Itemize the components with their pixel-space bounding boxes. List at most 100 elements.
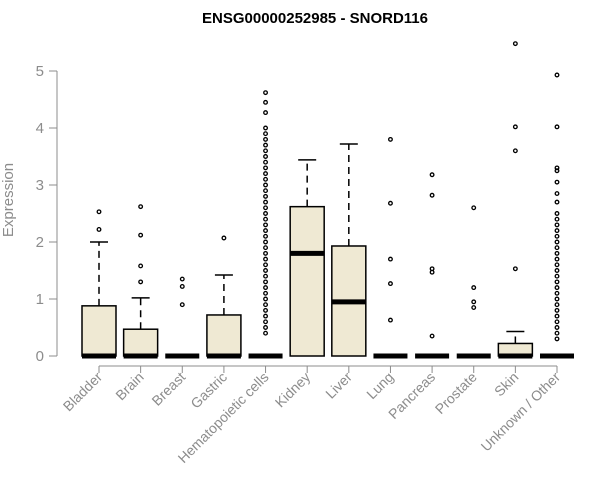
- outlier-point: [429, 266, 435, 272]
- outlier-point: [263, 205, 268, 211]
- outlier-point: [512, 148, 518, 154]
- outlier-point: [96, 209, 102, 215]
- outlier-point: [554, 222, 560, 228]
- outlier-point: [263, 188, 268, 194]
- outlier-point: [263, 136, 268, 142]
- box-group: [122, 204, 159, 359]
- outlier-point: [263, 165, 268, 171]
- outlier-point: [263, 171, 268, 177]
- outlier-point: [263, 228, 268, 234]
- outlier-point: [263, 110, 268, 116]
- box-group: [456, 205, 491, 359]
- iqr-box: [289, 205, 325, 357]
- outlier-point: [263, 199, 268, 205]
- outlier-point: [554, 319, 560, 325]
- outlier-point: [388, 317, 393, 323]
- outlier-point: [429, 172, 435, 178]
- outlier-point: [263, 148, 268, 154]
- outlier-point: [179, 276, 185, 282]
- outlier-point: [263, 90, 268, 96]
- outlier-point: [471, 205, 477, 211]
- outlier-point: [263, 268, 268, 273]
- x-tick-label: Prostate: [432, 369, 480, 417]
- outlier-point: [263, 131, 268, 137]
- outlier-point: [263, 273, 268, 279]
- outlier-point: [471, 285, 477, 291]
- outlier-point: [554, 336, 560, 342]
- outlier-point: [263, 250, 268, 256]
- outlier-point: [138, 232, 144, 238]
- outlier-point: [554, 233, 560, 239]
- outlier-point: [554, 285, 560, 291]
- outlier-point: [471, 305, 477, 310]
- outlier-point: [512, 124, 518, 130]
- x-tick-label: Kidney: [272, 369, 314, 411]
- outlier-point: [554, 256, 560, 262]
- outlier-point: [263, 330, 268, 336]
- iqr-box: [122, 328, 159, 357]
- outlier-point: [96, 227, 102, 232]
- x-tick-label: Liver: [322, 369, 355, 402]
- outlier-point: [554, 273, 560, 279]
- outlier-point: [263, 154, 268, 159]
- outlier-point: [263, 159, 268, 165]
- x-tick-label: Lung: [363, 369, 396, 402]
- outlier-point: [179, 302, 185, 308]
- outlier-point: [263, 290, 268, 296]
- outlier-point: [512, 41, 518, 47]
- box-group: [497, 41, 534, 359]
- outlier-point: [471, 299, 477, 305]
- y-tick-label: 2: [36, 234, 44, 251]
- outlier-point: [179, 284, 185, 289]
- outlier-point: [554, 296, 560, 302]
- outlier-point: [263, 325, 268, 330]
- outlier-point: [263, 302, 268, 308]
- outlier-point: [263, 319, 268, 325]
- x-tick-label: Breast: [148, 369, 188, 409]
- outlier-point: [263, 216, 268, 222]
- x-tick-label: Brain: [112, 369, 146, 403]
- y-axis: 0 1 2 3 4 5: [36, 63, 58, 365]
- outlier-point: [263, 313, 268, 319]
- chart-title: ENSG00000252985 - SNORD116: [202, 10, 428, 27]
- box-group: [81, 209, 117, 359]
- outlier-point: [263, 262, 268, 268]
- y-axis-label: Expression: [0, 163, 17, 237]
- outlier-point: [263, 239, 268, 245]
- x-tick-label: Unknown / Other: [478, 369, 564, 455]
- outlier-point: [554, 250, 560, 256]
- outlier-point: [263, 233, 268, 239]
- outlier-point: [429, 192, 435, 198]
- outlier-point: [554, 216, 560, 222]
- outlier-point: [554, 302, 560, 308]
- outlier-point: [388, 256, 393, 262]
- outlier-point: [512, 266, 518, 272]
- y-tick-label: 4: [36, 120, 44, 137]
- outlier-point: [138, 279, 144, 285]
- outlier-point: [263, 125, 268, 131]
- outlier-point: [554, 325, 560, 330]
- outlier-point: [263, 211, 268, 216]
- outlier-point: [554, 165, 560, 171]
- box-group: [540, 72, 574, 359]
- outlier-point: [554, 179, 560, 185]
- outlier-point: [554, 330, 560, 336]
- outlier-point: [554, 124, 560, 130]
- y-tick-label: 1: [36, 291, 44, 308]
- outlier-point: [554, 191, 560, 196]
- outlier-point: [554, 262, 560, 268]
- box-group: [248, 90, 283, 359]
- y-tick-label: 0: [36, 348, 44, 365]
- y-tick-label: 5: [36, 63, 44, 80]
- outlier-point: [263, 285, 268, 291]
- outlier-point: [388, 136, 393, 142]
- outlier-point: [263, 307, 268, 313]
- outlier-point: [554, 199, 560, 205]
- outlier-point: [388, 200, 393, 206]
- outlier-point: [263, 182, 268, 188]
- outlier-point: [263, 296, 268, 302]
- outlier-point: [554, 268, 560, 273]
- box-group: [373, 136, 408, 359]
- outlier-point: [263, 279, 268, 285]
